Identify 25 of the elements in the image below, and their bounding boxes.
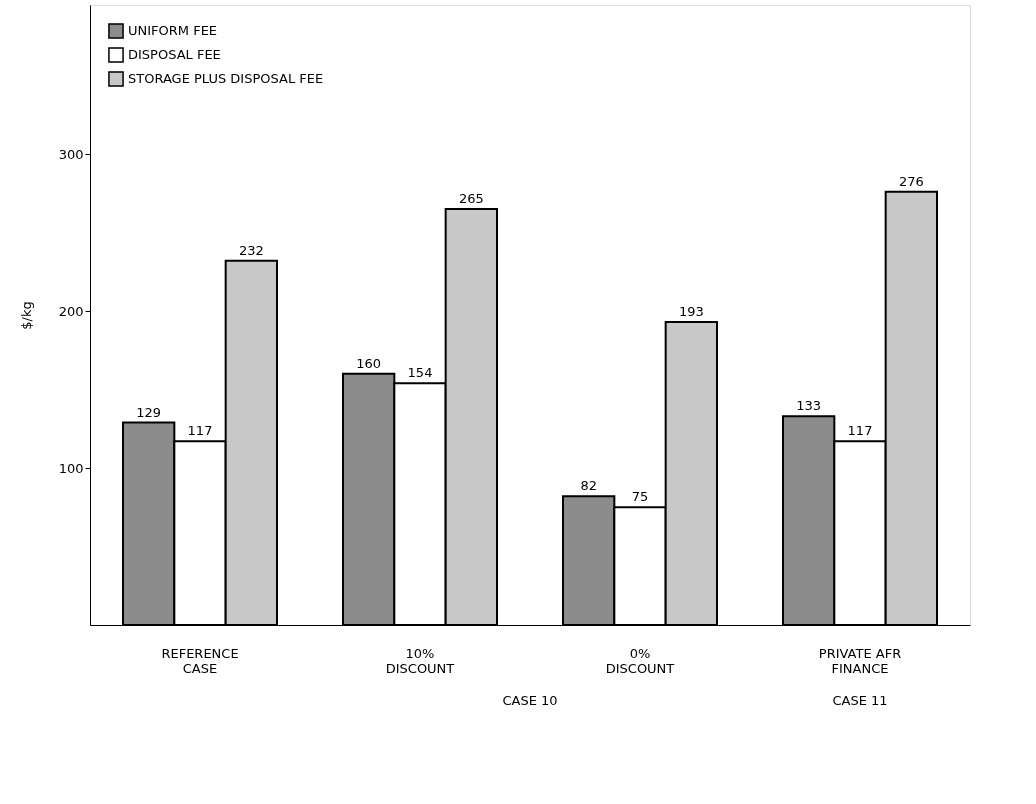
data-label: 160: [356, 355, 382, 371]
legend-label: UNIFORM FEE: [128, 23, 218, 38]
data-label: 154: [407, 365, 433, 381]
data-label: 117: [847, 423, 873, 439]
x-tick-label: 10% DISCOUNT: [385, 645, 455, 676]
legend-label: DISPOSAL FEE: [128, 47, 221, 62]
x-tick-label: REFERENCE CASE: [161, 645, 239, 676]
y-tick-label: 300: [58, 146, 84, 162]
legend-label: STORAGE PLUS DISPOSAL FEE: [128, 71, 324, 86]
y-tick-label: 200: [58, 303, 84, 319]
y-tick-label: 100: [58, 460, 84, 476]
data-label: 265: [458, 191, 484, 207]
x-tick-label: 0% DISCOUNT: [605, 645, 675, 676]
text: CASE 10: [502, 693, 558, 708]
data-label: 232: [238, 242, 264, 258]
data-label: 117: [187, 423, 213, 439]
data-label: 193: [678, 304, 704, 320]
data-label: 75: [631, 489, 649, 505]
text: CASE 11: [832, 693, 888, 708]
data-label: 276: [898, 173, 924, 189]
data-label: 82: [580, 478, 597, 494]
data-label: 133: [796, 398, 822, 414]
data-label: 129: [136, 404, 162, 420]
y-axis-title: $/kg: [18, 301, 34, 330]
x-tick-label: PRIVATE AFR FINANCE: [818, 645, 902, 676]
